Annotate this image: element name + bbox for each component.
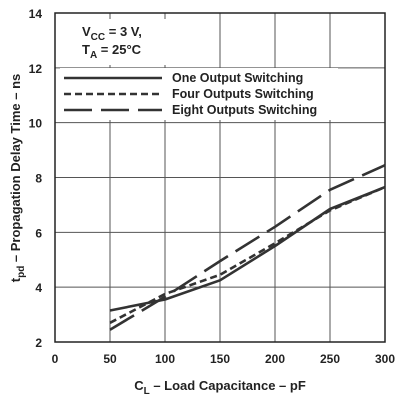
x-tick-label-100: 100 [155, 352, 175, 366]
x-tick-label-0: 0 [52, 352, 59, 366]
legend-label-four-outputs: Four Outputs Switching [172, 87, 314, 101]
y-axis-title-rest: – Propagation Delay Time – ns [8, 74, 23, 266]
y-axis-title-main: t [8, 277, 23, 282]
x-tick-label-150: 150 [210, 352, 230, 366]
y-tick-label-14: 14 [29, 7, 43, 21]
y-tick-labels: 2 4 6 8 10 12 14 [29, 7, 43, 350]
plot-frame [54, 12, 386, 343]
legend-box [60, 68, 338, 120]
y-axis-title-sub: pd [16, 266, 27, 278]
x-tick-label-250: 250 [320, 352, 340, 366]
ta-rest: = 25°C [97, 42, 141, 57]
vcc-sub: CC [91, 32, 105, 43]
y-axis-title: tpd – Propagation Delay Time – ns [8, 74, 27, 283]
vcc-condition: VCC = 3 V, [82, 24, 142, 43]
y-tick-label-4: 4 [35, 281, 42, 295]
legend-label-one-output: One Output Switching [172, 71, 303, 85]
conditions-box [66, 19, 176, 65]
vcc-rest: = 3 V, [105, 24, 142, 39]
vcc-main: V [82, 24, 91, 39]
ta-sub: A [90, 50, 97, 61]
series-lines [109, 164, 386, 331]
series-line-eight-outputs-switching [109, 164, 386, 331]
x-axis-title-rest: – Load Capacitance – pF [150, 378, 306, 393]
y-tick-label-2: 2 [35, 336, 42, 350]
x-axis-title-main: C [134, 378, 144, 393]
y-tick-label-8: 8 [35, 172, 42, 186]
series-line-four-outputs-switching [109, 185, 386, 324]
legend-label-eight-outputs: Eight Outputs Switching [172, 103, 317, 117]
x-tick-label-50: 50 [103, 352, 117, 366]
ta-main: T [82, 42, 90, 57]
y-tick-label-6: 6 [35, 226, 42, 240]
x-tick-label-300: 300 [375, 352, 395, 366]
ta-condition: TA = 25°C [82, 42, 142, 61]
x-tick-labels: 0 50 100 150 200 250 300 [52, 352, 396, 366]
y-tick-label-10: 10 [29, 117, 43, 131]
x-axis-title-sub: L [144, 386, 150, 397]
x-tick-label-200: 200 [265, 352, 285, 366]
y-tick-label-12: 12 [29, 62, 43, 76]
x-axis-title: CL – Load Capacitance – pF [134, 378, 306, 397]
